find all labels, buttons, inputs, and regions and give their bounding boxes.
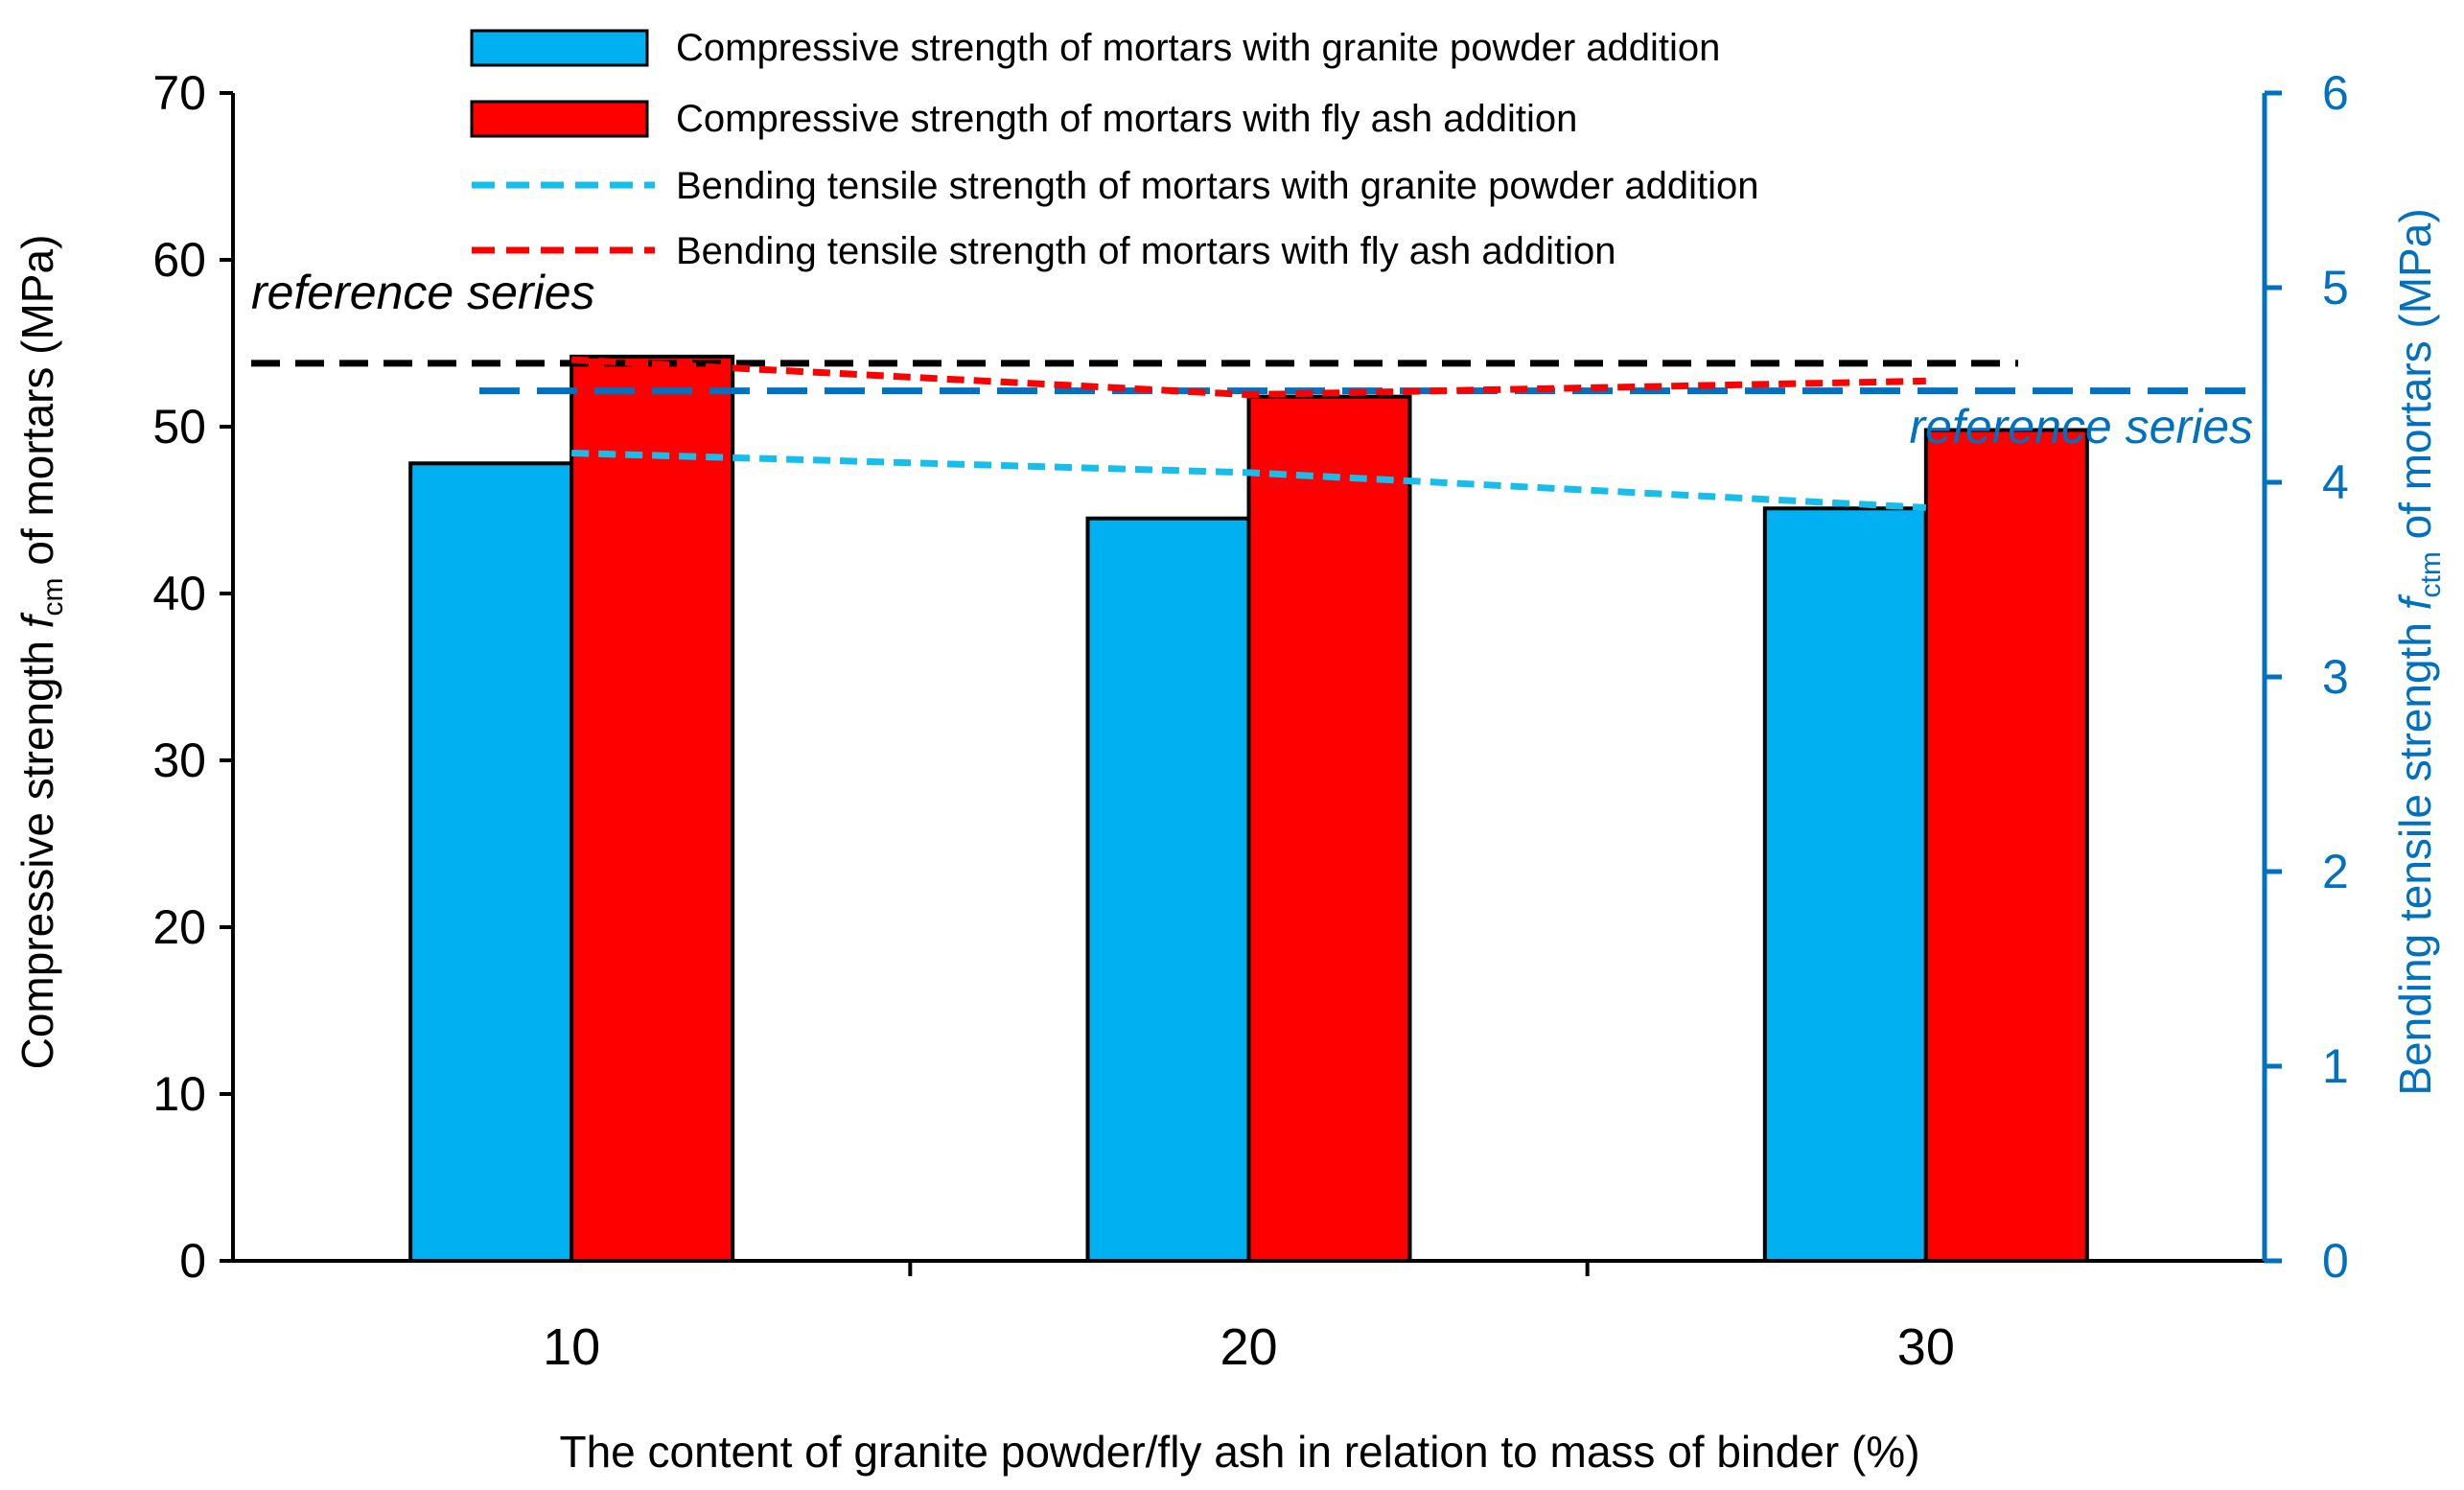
legend-label-granite-line: Bending tensile strength of mortars with…: [676, 165, 1759, 207]
legend-swatch-granite-bar: [470, 29, 649, 67]
y-left-title-symbol: f: [12, 612, 62, 628]
y-right-tick-1: 1: [2322, 1039, 2349, 1093]
y-right-title-prefix: Bending tensile strength: [2390, 610, 2440, 1095]
y-left-title-prefix: Compressive strength: [12, 628, 62, 1069]
y-right-title-symbol: f: [2390, 594, 2440, 610]
y-axis-left-title: Compressive strength fcm of mortars (MPa…: [12, 235, 69, 1070]
axes-layer: [220, 90, 2282, 1276]
y-left-tick-50: 50: [152, 400, 206, 454]
y-right-tick-4: 4: [2322, 455, 2349, 509]
y-right-title-suffix: of mortars (MPa): [2390, 208, 2440, 551]
bar-flyash-30: [1923, 428, 2089, 1264]
reference-lines-layer: [251, 360, 2265, 395]
y-right-tick-3: 3: [2322, 650, 2349, 704]
y-left-tick-60: 60: [152, 233, 206, 287]
y-left-tick-70: 70: [152, 66, 206, 120]
x-tick-30: 30: [1897, 1318, 1955, 1376]
legend: Compressive strength of mortars with gra…: [470, 27, 1759, 272]
legend-label-flyash-line: Bending tensile strength of mortars with…: [676, 230, 1616, 272]
bar-flyash-20: [1246, 394, 1412, 1263]
line-flyash-tensile: [571, 356, 1926, 399]
legend-swatch-flyash-bar: [470, 100, 649, 138]
tick-labels-layer: 0 10 20 30 40 50 60 70 0 1 2 3 4 5 6 10 20 30: [152, 66, 2348, 1376]
y-left-tick-0: 0: [179, 1234, 206, 1288]
y-left-tick-20: 20: [152, 900, 206, 954]
x-tick-10: 10: [543, 1318, 600, 1376]
y-left-tick-40: 40: [152, 567, 206, 620]
tensile-lines-layer: [571, 356, 1926, 511]
bars-layer: [408, 354, 2089, 1264]
x-axis-title: The content of granite powder/fly ash in…: [559, 1427, 1919, 1477]
bar-granite-10: [408, 461, 574, 1263]
reference-label-left: reference series: [251, 266, 595, 319]
bar-granite-20: [1085, 516, 1251, 1263]
y-right-title-subscript: ctm: [2415, 551, 2447, 597]
y-left-title-subscript: cm: [37, 577, 69, 616]
y-left-tick-10: 10: [152, 1067, 206, 1121]
y-left-title-suffix: of mortars (MPa): [12, 235, 62, 578]
reference-label-right: reference series: [1910, 400, 2254, 454]
y-right-tick-2: 2: [2322, 845, 2349, 898]
legend-label-flyash-bar: Compressive strength of mortars with fly…: [676, 98, 1577, 140]
bar-flyash-10: [570, 354, 735, 1264]
y-right-tick-5: 5: [2322, 261, 2349, 314]
y-left-tick-30: 30: [152, 733, 206, 787]
x-tick-20: 20: [1220, 1318, 1277, 1376]
line-granite-tensile: [571, 450, 1926, 511]
y-axis-right-title: Bending tensile strength fctm of mortars…: [2390, 208, 2447, 1095]
y-right-tick-0: 0: [2322, 1234, 2349, 1288]
bar-granite-30: [1762, 506, 1928, 1263]
y-right-tick-6: 6: [2322, 66, 2349, 120]
legend-label-granite-bar: Compressive strength of mortars with gra…: [676, 27, 1720, 69]
